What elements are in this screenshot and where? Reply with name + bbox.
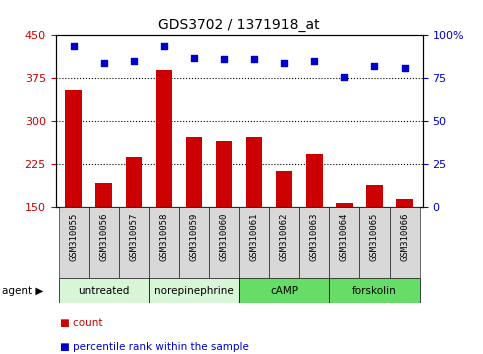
Point [341, 74, 348, 79]
Text: GSM310055: GSM310055 [69, 213, 78, 261]
Bar [89, 207, 119, 278]
Bar [246, 137, 262, 207]
Point [280, 60, 288, 66]
Text: GSM310060: GSM310060 [220, 213, 228, 261]
Bar [299, 207, 329, 278]
Text: agent ▶: agent ▶ [2, 286, 44, 296]
Text: GSM310061: GSM310061 [250, 213, 258, 261]
Bar [329, 278, 420, 303]
Point [370, 63, 378, 69]
Bar [209, 207, 239, 278]
Bar [156, 70, 172, 207]
Text: GSM310059: GSM310059 [189, 213, 199, 261]
Bar [269, 207, 299, 278]
Bar [389, 207, 420, 278]
Bar [276, 171, 293, 207]
Text: GSM310062: GSM310062 [280, 213, 289, 261]
Bar [149, 278, 239, 303]
Point [100, 60, 108, 66]
Point [70, 43, 77, 48]
Point [160, 43, 168, 48]
Point [311, 58, 318, 64]
Bar [366, 185, 383, 207]
Bar [126, 157, 142, 207]
Text: ■ percentile rank within the sample: ■ percentile rank within the sample [60, 342, 249, 352]
Bar [65, 90, 82, 207]
Text: GSM310063: GSM310063 [310, 213, 319, 261]
Bar [306, 154, 323, 207]
Text: GSM310066: GSM310066 [400, 213, 409, 261]
Bar [329, 207, 359, 278]
Bar [58, 278, 149, 303]
Point [250, 57, 258, 62]
Text: GSM310057: GSM310057 [129, 213, 138, 261]
Point [130, 58, 138, 64]
Point [401, 65, 409, 71]
Bar [216, 141, 232, 207]
Text: GSM310064: GSM310064 [340, 213, 349, 261]
Bar [359, 207, 389, 278]
Text: forskolin: forskolin [352, 286, 397, 296]
Point [220, 57, 228, 62]
Text: GSM310058: GSM310058 [159, 213, 169, 261]
Bar [96, 183, 112, 207]
Bar [179, 207, 209, 278]
Bar [239, 278, 329, 303]
Bar [149, 207, 179, 278]
Text: ■ count: ■ count [60, 318, 103, 327]
Text: GSM310065: GSM310065 [370, 213, 379, 261]
Bar [119, 207, 149, 278]
Text: GSM310056: GSM310056 [99, 213, 108, 261]
Bar [58, 207, 89, 278]
Text: norepinephrine: norepinephrine [154, 286, 234, 296]
Bar [185, 137, 202, 207]
Title: GDS3702 / 1371918_at: GDS3702 / 1371918_at [158, 18, 320, 32]
Text: untreated: untreated [78, 286, 129, 296]
Point [190, 55, 198, 61]
Bar [336, 202, 353, 207]
Bar [396, 199, 413, 207]
Text: cAMP: cAMP [270, 286, 298, 296]
Bar [239, 207, 269, 278]
